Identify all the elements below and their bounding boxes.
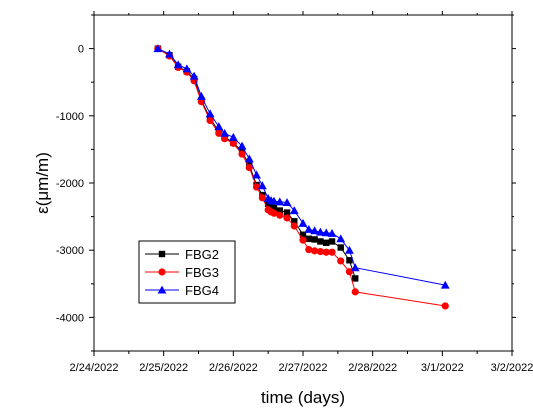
data-point bbox=[252, 170, 261, 179]
series-fbg4 bbox=[153, 44, 450, 289]
data-point bbox=[291, 218, 298, 225]
x-tick-label: 3/2/2022 bbox=[491, 362, 533, 374]
y-tick-label: -4000 bbox=[56, 312, 84, 324]
data-point bbox=[214, 122, 224, 131]
y-axis: 0 -1000 -2000 -3000 -4000 bbox=[56, 14, 516, 352]
data-point bbox=[310, 226, 320, 235]
y-tick-label: -2000 bbox=[56, 178, 84, 190]
y-tick-label: -1000 bbox=[56, 111, 84, 123]
data-point bbox=[323, 239, 330, 247]
data-point bbox=[305, 245, 313, 254]
data-point bbox=[336, 234, 346, 243]
data-point bbox=[238, 150, 246, 158]
legend-marker bbox=[158, 268, 166, 276]
data-point bbox=[345, 268, 354, 276]
x-tick-label: 2/24/2022 bbox=[70, 362, 119, 374]
x-tick-label: 2/25/2022 bbox=[139, 362, 188, 374]
data-point bbox=[173, 60, 183, 69]
data-point bbox=[276, 211, 284, 219]
data-point bbox=[327, 229, 337, 237]
data-point bbox=[328, 238, 336, 245]
legend-marker bbox=[158, 250, 166, 258]
data-point bbox=[244, 154, 254, 163]
y-tick-label: 0 bbox=[78, 44, 84, 56]
legend-item-fbg2: FBG2 bbox=[145, 247, 219, 262]
data-point bbox=[258, 194, 266, 202]
legend-label: FBG4 bbox=[185, 283, 219, 298]
data-point bbox=[345, 245, 354, 254]
data-point bbox=[346, 257, 353, 264]
x-axis-title: time (days) bbox=[261, 388, 345, 407]
data-point bbox=[337, 244, 344, 251]
x-tick-label: 2/26/2022 bbox=[209, 362, 258, 374]
legend-label: FBG2 bbox=[185, 247, 219, 262]
data-point bbox=[298, 218, 308, 227]
legend: FBG2 FBG3 FBG4 bbox=[138, 240, 236, 304]
data-point bbox=[311, 247, 319, 255]
data-point bbox=[289, 206, 299, 215]
legend-marker bbox=[157, 285, 167, 294]
data-point bbox=[270, 209, 278, 217]
data-point bbox=[206, 116, 214, 125]
data-point bbox=[440, 280, 450, 289]
data-point bbox=[252, 183, 261, 191]
data-point bbox=[304, 224, 314, 233]
data-point bbox=[283, 214, 291, 222]
data-point bbox=[220, 128, 230, 137]
data-point bbox=[351, 288, 359, 296]
x-tick-label: 2/28/2022 bbox=[348, 362, 397, 374]
data-point bbox=[299, 231, 307, 238]
data-point bbox=[282, 198, 292, 207]
data-point bbox=[328, 248, 336, 256]
data-point bbox=[352, 275, 359, 282]
data-point bbox=[182, 64, 192, 73]
x-tick-label: 3/1/2022 bbox=[421, 362, 464, 374]
data-point bbox=[221, 135, 229, 143]
data-point bbox=[316, 247, 325, 256]
data-point bbox=[316, 227, 325, 236]
data-point bbox=[311, 236, 318, 243]
data-point bbox=[189, 71, 199, 80]
data-point bbox=[228, 132, 238, 141]
legend-label: FBG3 bbox=[185, 265, 219, 280]
data-point bbox=[269, 196, 279, 205]
data-point bbox=[270, 204, 278, 212]
data-point bbox=[276, 207, 283, 214]
data-point bbox=[237, 141, 247, 150]
y-axis-title: ε(μm/m) bbox=[33, 152, 52, 214]
data-point bbox=[153, 44, 163, 53]
data-point bbox=[257, 181, 267, 190]
series-layer bbox=[153, 44, 450, 310]
x-axis: 2/24/2022 2/25/2022 2/26/2022 2/27/2022 2/28… bbox=[70, 11, 533, 374]
data-point bbox=[350, 263, 360, 272]
legend-item-fbg3: FBG3 bbox=[145, 265, 219, 280]
data-point bbox=[305, 235, 313, 242]
data-point bbox=[290, 222, 298, 230]
data-point bbox=[197, 91, 206, 100]
data-point bbox=[275, 197, 285, 206]
data-point bbox=[322, 248, 330, 256]
data-point bbox=[317, 238, 324, 245]
data-point bbox=[283, 209, 291, 216]
data-point bbox=[441, 302, 449, 310]
data-point bbox=[299, 236, 307, 244]
data-point bbox=[229, 139, 237, 147]
legend-item-fbg4: FBG4 bbox=[145, 283, 219, 298]
data-point bbox=[215, 129, 223, 137]
data-point bbox=[337, 257, 345, 265]
data-point bbox=[321, 228, 331, 237]
y-tick-label: -3000 bbox=[56, 245, 84, 257]
data-point bbox=[245, 163, 253, 172]
data-point bbox=[165, 49, 174, 58]
data-point bbox=[205, 109, 215, 118]
x-tick-label: 2/27/2022 bbox=[279, 362, 328, 374]
